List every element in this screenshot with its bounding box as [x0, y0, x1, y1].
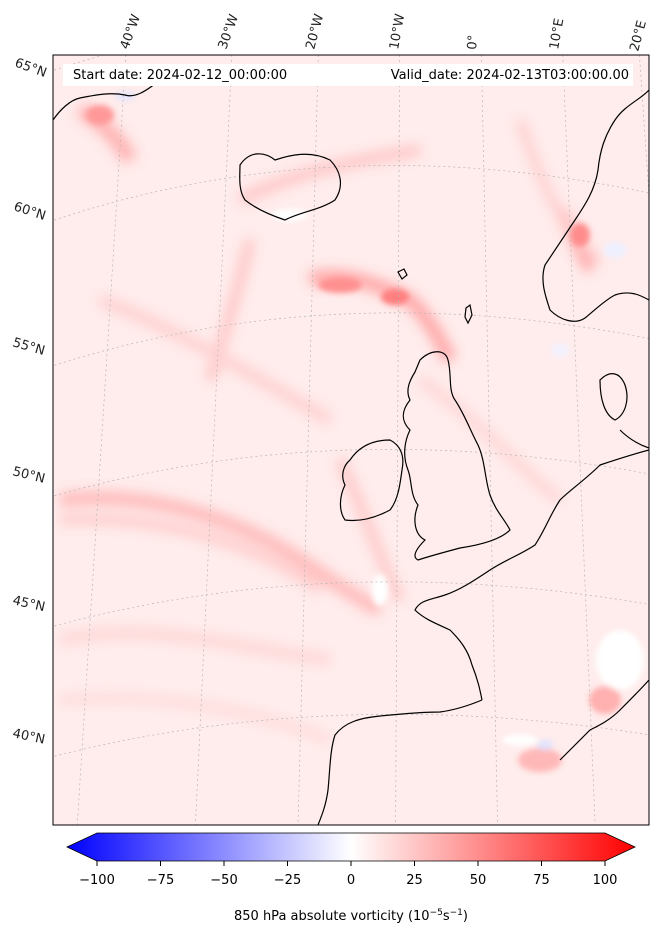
lon-label-30w: 30°W: [216, 12, 242, 51]
colorbar-tick-label: −50: [210, 873, 237, 888]
lat-label-45n: 45°N: [11, 593, 46, 615]
colorbar-title: 850 hPa absolute vorticity (10−5s−1): [234, 908, 468, 924]
lon-label-10w: 10°W: [387, 13, 408, 51]
graticule: [53, 55, 649, 825]
lon-label-0: 0°: [465, 34, 481, 50]
lon-label-10e: 10°E: [547, 17, 567, 50]
latitude-labels: 65°N 60°N 55°N 50°N 45°N 40°N: [11, 56, 49, 748]
faroe-islands-coast: [397, 268, 408, 280]
lat-label-65n: 65°N: [13, 56, 49, 81]
continental-europe-coast: [414, 449, 649, 701]
lat-label-60n: 60°N: [12, 200, 48, 224]
denmark-coast: [599, 373, 628, 421]
shetland-coast: [464, 303, 473, 325]
scandinavia-coast: [542, 89, 649, 322]
colorbar-tick-label: 75: [533, 873, 550, 888]
colorbar-tick-label: −100: [79, 873, 115, 888]
start-date-label: Start date: 2024-02-12_00:00:00: [73, 68, 287, 83]
lon-label-40w: 40°W: [118, 12, 144, 51]
ireland-coast: [339, 439, 404, 522]
great-britain-coast: [402, 351, 511, 561]
colorbar-bar: [66, 832, 636, 862]
greenland-coast: [53, 79, 161, 121]
colorbar-tick-label: 50: [470, 873, 487, 888]
lon-label-20e: 20°E: [627, 19, 650, 53]
vorticity-field-background: [53, 55, 649, 825]
valid-date-label: Valid_date: 2024-02-13T03:00:00.00: [391, 68, 629, 83]
iceland-coast: [239, 153, 342, 221]
lat-label-40n: 40°N: [11, 726, 46, 747]
colorbar-tick-label: 0: [347, 873, 355, 888]
header-box: [63, 64, 633, 86]
colorbar-tick-label: 25: [406, 873, 423, 888]
colorbar-tick-label: −25: [274, 873, 301, 888]
mediterranean-coast: [559, 679, 649, 761]
colorbar-tick-label: −75: [147, 873, 174, 888]
colorbar-ticks: −100 −75 −50 −25 0 25 50 75 100: [79, 861, 617, 888]
longitude-labels: 40°W 30°W 20°W 10°W 0° 10°E 20°E: [118, 12, 650, 53]
map-frame: [52, 54, 650, 826]
lat-label-50n: 50°N: [11, 464, 46, 486]
lat-label-55n: 55°N: [11, 335, 47, 358]
colorbar: −100 −75 −50 −25 0 25 50 75 100 850 hPa absolute…: [66, 832, 636, 924]
lon-label-20w: 20°W: [303, 12, 327, 51]
map-panel: [53, 55, 649, 825]
colorbar-tick-label: 100: [593, 873, 618, 888]
iberia-coast: [317, 699, 483, 825]
vorticity-field: [58, 92, 644, 772]
baltic-coast: [619, 429, 649, 449]
coastlines: [53, 79, 649, 825]
